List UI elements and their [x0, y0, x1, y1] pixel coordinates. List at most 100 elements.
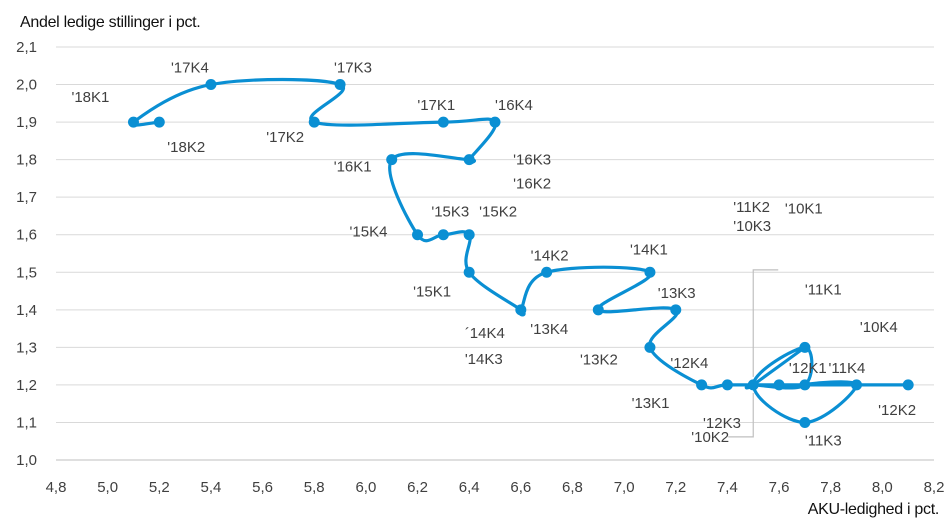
point-label: '11K3	[805, 432, 842, 449]
x-tick-label: 6,8	[562, 479, 583, 496]
data-point	[851, 379, 863, 391]
x-tick-label: 5,6	[252, 479, 273, 496]
x-tick-label: 8,2	[924, 479, 945, 496]
data-point	[799, 416, 811, 428]
y-tick-label: 1,1	[16, 414, 37, 431]
data-point	[153, 116, 165, 128]
x-tick-label: 5,8	[304, 479, 325, 496]
point-label: '10K2	[691, 429, 729, 446]
point-label: '10K4	[860, 319, 898, 336]
data-point	[437, 116, 449, 128]
point-label: '16K4	[495, 97, 533, 114]
y-tick-label: 1,3	[16, 339, 37, 356]
data-point	[541, 266, 553, 278]
point-label: '13K4	[530, 321, 568, 338]
point-label: '14K1	[630, 241, 668, 258]
point-label: '12K1	[789, 360, 827, 377]
point-label: '12K2	[878, 402, 916, 419]
point-labels: '10K1 '10K2 '10K3 '10K4 '11K1 '11K2 '11K3 '11K4…	[71, 60, 916, 450]
data-point	[205, 79, 217, 91]
leader-lines	[728, 269, 779, 438]
y-tick-label: 1,8	[16, 152, 37, 169]
y-tick-label: 2,0	[16, 77, 37, 94]
data-point	[696, 379, 708, 391]
leader-line	[752, 269, 779, 377]
y-tick-label: 1,7	[16, 189, 37, 206]
point-label: '15K4	[350, 224, 388, 241]
data-point	[773, 379, 785, 391]
x-axis-title: AKU-ledighed i pct.	[807, 501, 940, 518]
point-label: '13K1	[632, 395, 670, 412]
data-point	[515, 304, 527, 316]
data-point	[747, 379, 759, 391]
y-tick-label: 1,9	[16, 114, 37, 131]
data-point	[127, 116, 139, 128]
data-point	[308, 116, 320, 128]
data-point	[644, 341, 656, 353]
data-point	[902, 379, 914, 391]
x-tick-label: 7,4	[717, 479, 738, 496]
data-point	[670, 304, 682, 316]
point-label: '13K3	[658, 285, 696, 302]
y-tick-label: 1,2	[16, 377, 37, 394]
x-tick-label: 6,6	[510, 479, 531, 496]
point-label: '16K3	[513, 152, 551, 169]
leader-line	[728, 392, 754, 438]
data-point	[799, 341, 811, 353]
point-label: '12K4	[670, 355, 708, 372]
x-tick-label: 5,4	[201, 479, 222, 496]
data-point	[386, 154, 398, 166]
x-tick-label: 5,2	[149, 479, 170, 496]
point-label: '14K3	[465, 351, 503, 368]
point-label: '18K1	[71, 89, 109, 106]
data-point	[412, 229, 424, 241]
point-label: '10K1	[785, 200, 823, 217]
y-tick-label: 2,1	[16, 39, 37, 56]
x-tick-label: 6,0	[355, 479, 376, 496]
data-point	[592, 304, 604, 316]
point-label: '10K3	[733, 218, 771, 235]
y-tick-label: 1,0	[16, 452, 37, 469]
x-tick-label: 7,2	[665, 479, 686, 496]
point-label: '13K2	[580, 351, 618, 368]
y-tick-label: 1,4	[16, 302, 37, 319]
point-label: '17K2	[266, 129, 304, 146]
point-label: '15K3	[431, 204, 469, 221]
point-label: '17K1	[417, 97, 455, 114]
point-label: '15K2	[479, 204, 517, 221]
data-point	[463, 266, 475, 278]
axes: 1,0 1,1 1,2 1,3 1,4 1,5 1,6 1,7 1,8 1,9 2,0 2,1 4,8 5…	[16, 39, 944, 496]
point-label: '11K4	[829, 360, 866, 377]
point-label: '15K1	[413, 283, 451, 300]
x-tick-label: 7,0	[614, 479, 635, 496]
point-label: '11K2	[733, 199, 770, 216]
point-label: '12K3	[703, 415, 741, 432]
x-tick-label: 6,4	[459, 479, 480, 496]
x-tick-label: 5,0	[97, 479, 118, 496]
point-label: '14K2	[531, 247, 569, 264]
x-tick-label: 7,6	[769, 479, 790, 496]
data-point	[799, 379, 811, 391]
series-points	[127, 79, 914, 428]
x-tick-label: 6,2	[407, 479, 428, 496]
point-label: '17K3	[334, 60, 372, 77]
data-point	[644, 266, 656, 278]
point-label: '16K1	[334, 159, 372, 176]
data-point	[437, 229, 449, 241]
point-label: '18K2	[167, 139, 205, 156]
data-point	[334, 79, 346, 91]
point-label: ´14K4	[465, 325, 505, 342]
x-tick-label: 8,0	[872, 479, 893, 496]
y-tick-label: 1,5	[16, 264, 37, 281]
data-point	[463, 229, 475, 241]
y-tick-label: 1,6	[16, 227, 37, 244]
data-point	[721, 379, 733, 391]
x-tick-label: 7,8	[820, 479, 841, 496]
x-tick-label: 4,8	[46, 479, 67, 496]
point-label: '17K4	[171, 60, 209, 77]
data-point	[463, 154, 475, 166]
data-point	[489, 116, 501, 128]
y-axis-title: Andel ledige stillinger i pct.	[20, 14, 201, 31]
point-label: '16K2	[513, 176, 551, 193]
